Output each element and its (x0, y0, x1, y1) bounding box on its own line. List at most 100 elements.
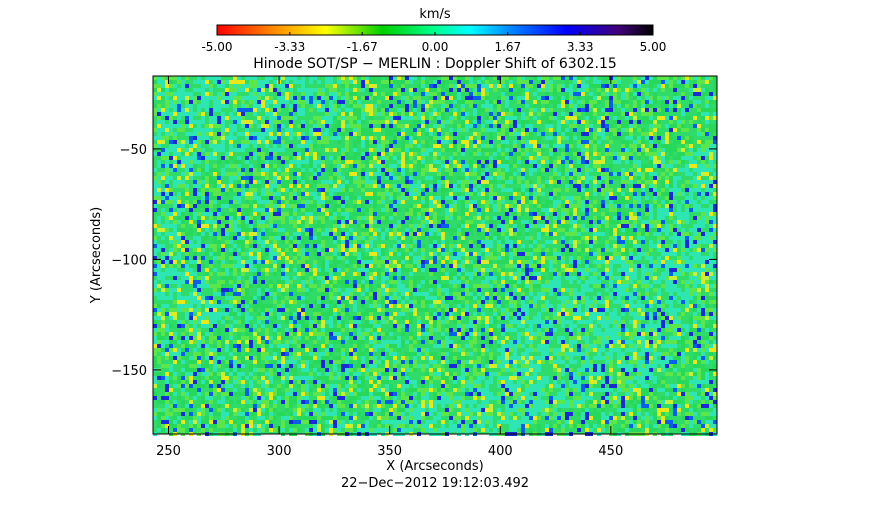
heatmap-cell (713, 128, 717, 132)
heatmap-cell (293, 256, 297, 260)
heatmap-cell (409, 148, 413, 152)
heatmap-cell (537, 260, 541, 264)
heatmap-cell (685, 236, 689, 240)
heatmap-cell (613, 208, 617, 212)
heatmap-cell (373, 92, 377, 96)
heatmap-cell (573, 80, 577, 84)
heatmap-cell (493, 208, 497, 212)
heatmap-cell (597, 108, 601, 112)
heatmap-cell (533, 184, 537, 188)
heatmap-cell (313, 212, 317, 216)
heatmap-cell (441, 260, 445, 264)
heatmap-cell (401, 116, 405, 120)
heatmap-cell (229, 124, 233, 128)
heatmap-cell (697, 228, 701, 232)
heatmap-cell (489, 148, 493, 152)
heatmap-cell (161, 124, 165, 128)
heatmap-cell (357, 124, 361, 128)
heatmap-cell (181, 128, 185, 132)
heatmap-cell (281, 220, 285, 224)
heatmap-cell (545, 184, 549, 188)
heatmap-cell (361, 260, 365, 264)
heatmap-cell (217, 76, 221, 80)
heatmap-cell (225, 128, 229, 132)
heatmap-cell (609, 268, 613, 272)
heatmap-cell (545, 204, 549, 208)
heatmap-cell (273, 176, 277, 180)
heatmap-cell (453, 132, 457, 136)
heatmap-cell (533, 204, 537, 208)
heatmap-cell (237, 120, 241, 124)
heatmap-cell (661, 168, 665, 172)
heatmap-cell (585, 208, 589, 212)
heatmap-cell (329, 76, 333, 80)
heatmap-cell (581, 264, 585, 268)
heatmap-cell (601, 204, 605, 208)
heatmap-cell (637, 120, 641, 124)
heatmap-cell (273, 188, 277, 192)
heatmap-cell (557, 160, 561, 164)
heatmap-cell (665, 80, 669, 84)
heatmap-cell (209, 140, 213, 144)
heatmap-cell (613, 256, 617, 260)
heatmap-cell (449, 148, 453, 152)
heatmap-cell (425, 140, 429, 144)
heatmap-cell (185, 100, 189, 104)
heatmap-cell (713, 220, 717, 224)
heatmap-cell (449, 116, 453, 120)
heatmap-cell (457, 144, 461, 148)
heatmap-cell (353, 100, 357, 104)
heatmap-cell (229, 96, 233, 100)
heatmap-cell (649, 208, 653, 212)
heatmap-cell (673, 220, 677, 224)
heatmap-cell (697, 128, 701, 132)
heatmap-cell (341, 124, 345, 128)
heatmap-cell (249, 156, 253, 160)
heatmap-cell (293, 180, 297, 184)
heatmap-cell (605, 244, 609, 248)
heatmap-cell (485, 108, 489, 112)
heatmap-cell (201, 244, 205, 248)
heatmap-cell (377, 196, 381, 200)
heatmap-cell (661, 152, 665, 156)
heatmap-cell (297, 220, 301, 224)
heatmap-cell (189, 176, 193, 180)
heatmap-cell (397, 236, 401, 240)
heatmap-cell (253, 172, 257, 176)
heatmap-cell (501, 184, 505, 188)
heatmap-cell (413, 140, 417, 144)
heatmap-cell (665, 136, 669, 140)
heatmap-cell (309, 92, 313, 96)
heatmap-cell (665, 96, 669, 100)
heatmap-cell (473, 168, 477, 172)
heatmap-cell (357, 88, 361, 92)
heatmap-cell (317, 220, 321, 224)
heatmap-cell (425, 168, 429, 172)
heatmap-cell (285, 172, 289, 176)
heatmap-cell (557, 180, 561, 184)
heatmap-cell (477, 176, 481, 180)
heatmap-cell (401, 160, 405, 164)
heatmap-cell (409, 176, 413, 180)
heatmap-cell (461, 252, 465, 256)
heatmap-cell (693, 232, 697, 236)
heatmap-cell (205, 152, 209, 156)
heatmap-cell (401, 264, 405, 268)
heatmap-cell (621, 132, 625, 136)
heatmap-cell (433, 92, 437, 96)
heatmap-cell (181, 232, 185, 236)
heatmap-cell (561, 212, 565, 216)
heatmap-cell (333, 116, 337, 120)
heatmap-cell (401, 156, 405, 160)
heatmap-cell (625, 196, 629, 200)
heatmap-cell (413, 172, 417, 176)
heatmap-cell (197, 220, 201, 224)
heatmap-cell (261, 156, 265, 160)
heatmap-cell (169, 192, 173, 196)
heatmap-cell (405, 80, 409, 84)
heatmap-cell (433, 112, 437, 116)
heatmap-cell (373, 196, 377, 200)
heatmap-cell (313, 116, 317, 120)
heatmap-cell (505, 112, 509, 116)
heatmap-cell (333, 168, 337, 172)
